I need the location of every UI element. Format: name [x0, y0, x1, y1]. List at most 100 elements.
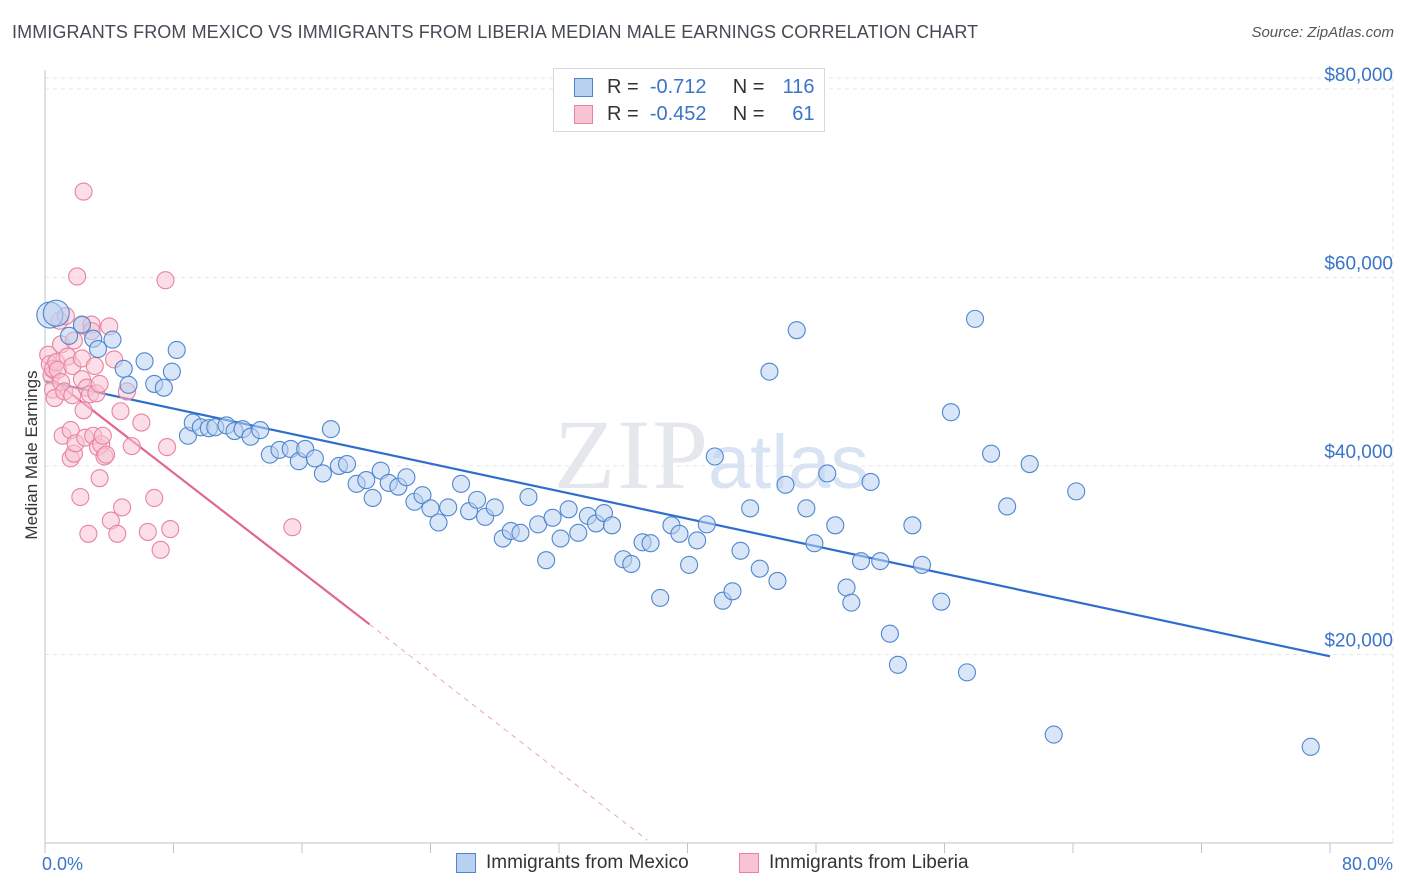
- point-mexico-5: [88, 339, 108, 359]
- point-mexico-68: [641, 534, 660, 553]
- legend-n-label: N =: [732, 102, 765, 125]
- point-mexico-79: [741, 499, 760, 518]
- point-liberia-28: [74, 401, 93, 420]
- point-mexico-98: [932, 592, 951, 611]
- point-liberia-39: [90, 374, 109, 393]
- point-mexico-35: [357, 471, 376, 490]
- point-mexico-13: [167, 340, 186, 360]
- point-mexico-6: [103, 330, 122, 349]
- point-mexico-30: [313, 464, 332, 483]
- point-mexico-53: [511, 523, 530, 542]
- point-liberia-54: [138, 522, 157, 541]
- point-liberia-57: [158, 438, 177, 457]
- point-mexico-45: [439, 498, 458, 517]
- point-liberia-18: [63, 386, 82, 405]
- point-mexico-89: [837, 578, 856, 597]
- series-legend-mexico: Immigrants from Mexico: [456, 852, 689, 874]
- series-legend-label-mexico: Immigrants from Mexico: [486, 852, 689, 873]
- point-mexico-69: [651, 588, 670, 607]
- point-liberia-23: [71, 487, 90, 507]
- x-tick-labels: 0.0% 80.0%: [42, 854, 1393, 874]
- point-liberia-42: [93, 426, 112, 445]
- point-mexico-8: [119, 375, 138, 394]
- point-mexico-33: [337, 454, 357, 474]
- point-mexico-103: [998, 497, 1017, 516]
- point-mexico-92: [861, 472, 880, 492]
- point-mexico-9: [135, 352, 154, 371]
- point-mexico-72: [680, 555, 699, 574]
- point-liberia-22: [68, 267, 87, 286]
- point-mexico-1: [42, 299, 70, 327]
- point-mexico-97: [912, 555, 932, 574]
- series-swatch-liberia: [739, 853, 759, 873]
- y-tick-label-40000: $40,000: [1324, 442, 1393, 463]
- point-mexico-78: [731, 541, 750, 560]
- point-mexico-83: [776, 475, 795, 494]
- point-liberia-56: [151, 540, 170, 559]
- point-liberia-60: [283, 518, 302, 537]
- point-mexico-75: [705, 447, 724, 466]
- series-swatch-mexico: [456, 853, 476, 873]
- series-legend-label-liberia: Immigrants from Liberia: [769, 852, 969, 873]
- point-liberia-59: [156, 271, 175, 290]
- point-mexico-77: [723, 582, 742, 601]
- legend-n-value-mexico: 116: [782, 75, 815, 98]
- point-mexico-86: [805, 534, 824, 553]
- point-mexico-106: [1067, 482, 1086, 501]
- point-mexico-96: [903, 516, 922, 535]
- point-mexico-82: [768, 571, 787, 590]
- point-liberia-40: [90, 469, 109, 488]
- point-mexico-56: [537, 551, 556, 570]
- point-mexico-36: [363, 488, 382, 508]
- point-liberia-49: [111, 402, 130, 421]
- point-mexico-48: [468, 490, 487, 509]
- point-mexico-40: [397, 468, 416, 487]
- legend-r-value-mexico: -0.712: [649, 75, 707, 98]
- series-legend: Immigrants from Mexico Immigrants from L…: [0, 852, 1406, 878]
- point-mexico-42: [413, 486, 432, 505]
- point-mexico-23: [251, 421, 270, 440]
- point-mexico-93: [871, 552, 890, 571]
- point-liberia-50: [113, 498, 132, 517]
- point-liberia-27: [74, 182, 93, 201]
- legend-swatch-mexico: [574, 77, 593, 97]
- point-mexico-73: [688, 531, 707, 550]
- point-mexico-54: [519, 487, 538, 507]
- legend-swatch-liberia: [574, 104, 593, 124]
- point-liberia-31: [79, 524, 98, 543]
- point-mexico-12: [162, 362, 181, 381]
- point-mexico-85: [797, 499, 816, 518]
- point-mexico-84: [787, 321, 806, 340]
- source-credit: Source: ZipAtlas.com: [1251, 24, 1394, 41]
- point-mexico-74: [697, 515, 716, 534]
- point-liberia-48: [108, 524, 127, 543]
- point-mexico-94: [880, 624, 899, 643]
- point-mexico-105: [1044, 725, 1063, 744]
- legend-row-mexico: R = -0.712 N = 116: [574, 74, 814, 100]
- point-mexico-99: [941, 403, 960, 422]
- point-mexico-43: [421, 499, 440, 518]
- y-tick-label-20000: $20,000: [1324, 630, 1393, 651]
- point-liberia-58: [161, 520, 180, 539]
- point-mexico-91: [851, 552, 871, 571]
- data-points: [36, 182, 1320, 756]
- x-tick-label-start: 0.0%: [42, 854, 83, 874]
- point-mexico-58: [551, 529, 570, 548]
- point-mexico-59: [559, 500, 578, 519]
- point-liberia-53: [132, 413, 151, 432]
- point-mexico-90: [842, 593, 861, 612]
- series-legend-liberia: Immigrants from Liberia: [739, 852, 969, 874]
- point-mexico-71: [670, 524, 689, 543]
- y-tick-label-80000: $80,000: [1324, 65, 1393, 86]
- point-mexico-46: [451, 474, 471, 493]
- chart-title: IMMIGRANTS FROM MEXICO VS IMMIGRANTS FRO…: [12, 22, 979, 42]
- point-mexico-107: [1301, 737, 1320, 756]
- point-mexico-60: [569, 523, 588, 542]
- point-liberia-36: [85, 356, 104, 376]
- point-mexico-80: [750, 559, 769, 578]
- point-liberia-52: [122, 437, 141, 456]
- point-mexico-64: [602, 516, 622, 535]
- legend-row-liberia: R = -0.452 N = 61: [574, 101, 814, 127]
- legend-r-label: R =: [607, 102, 639, 125]
